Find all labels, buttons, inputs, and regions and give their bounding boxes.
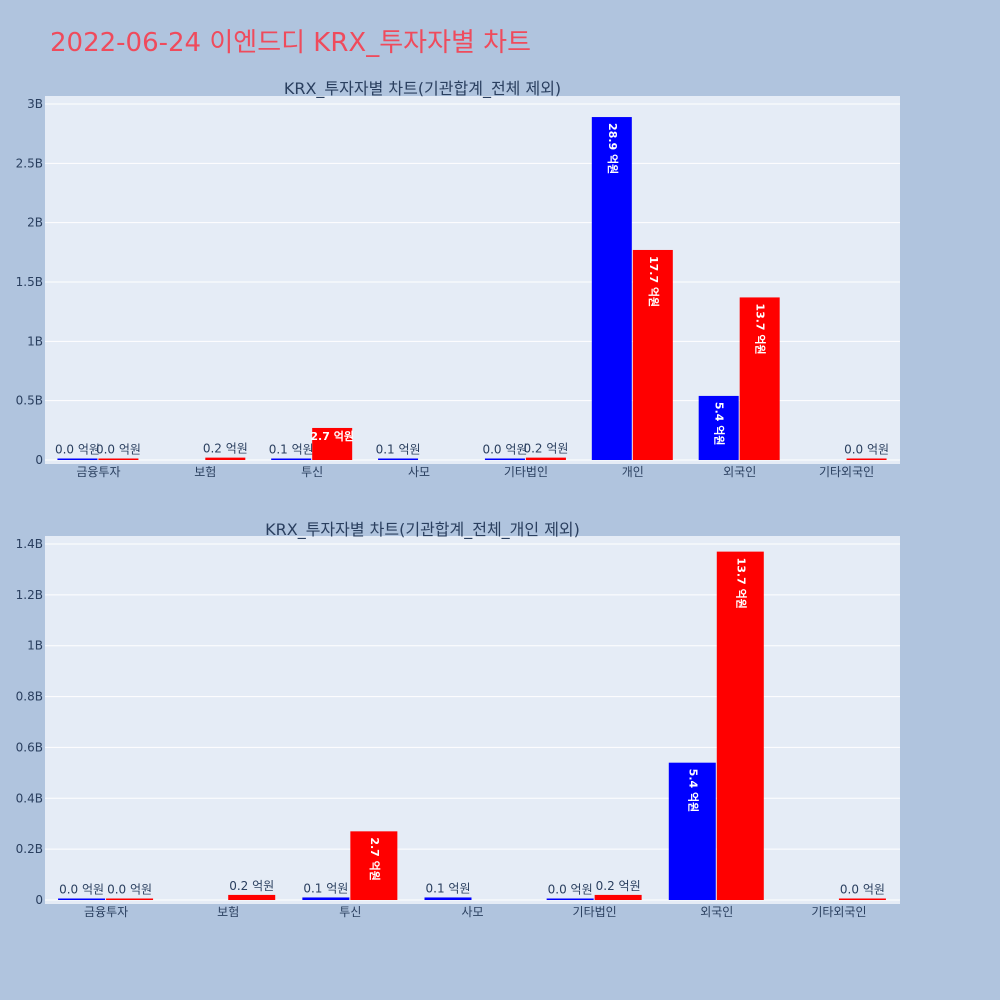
- y-tick-label: 1.5B: [16, 275, 43, 289]
- x-tick-label: 투신: [339, 905, 361, 919]
- data-label: 0.0 억원: [107, 883, 152, 897]
- chart-top: 0 0.5B 1B 1.5B 2B 2.5B 3B KRX_투자자별 차트(기관합계_전체 제…: [16, 79, 900, 479]
- bar-buy: [424, 897, 472, 900]
- x-tick-label: 보험: [217, 905, 239, 919]
- bar-sell: [228, 894, 276, 900]
- bar-sell: [632, 249, 673, 460]
- data-label: 13.7 억원: [734, 558, 748, 609]
- data-label: 0.2 억원: [203, 442, 248, 456]
- y-tick-label: 0.2B: [16, 842, 43, 856]
- y-tick-label: 1.2B: [16, 588, 43, 602]
- y-tick-label: 0: [35, 893, 43, 907]
- x-tick-label: 기타외국인: [819, 465, 874, 479]
- y-tick-label: 0: [35, 453, 43, 467]
- bar-buy: [271, 458, 312, 460]
- data-label: 0.0 억원: [840, 883, 885, 897]
- data-label: 0.0 억원: [482, 443, 527, 457]
- x-tick-label: 외국인: [700, 905, 733, 919]
- y-tick-label: 1B: [27, 639, 43, 653]
- data-label: 5.4 억원: [713, 402, 727, 446]
- bar-sell: [106, 898, 154, 900]
- data-label: 0.2 억원: [596, 879, 641, 893]
- data-label: 0.2 억원: [523, 442, 568, 456]
- data-label: 0.1 억원: [269, 443, 314, 457]
- data-label: 13.7 억원: [754, 303, 768, 354]
- bar-buy: [57, 458, 98, 460]
- bar-sell: [525, 457, 566, 460]
- y-tick-label: 2B: [27, 216, 43, 230]
- x-tick-label: 사모: [461, 905, 483, 919]
- y-tick-label: 0.8B: [16, 690, 43, 704]
- bar-buy: [591, 117, 632, 460]
- data-label: 0.0 억원: [55, 443, 100, 457]
- chart-title: KRX_투자자별 차트(기관합계_전체 제외): [284, 79, 561, 99]
- data-label: 28.9 억원: [606, 123, 620, 174]
- x-tick-label: 금융투자: [76, 465, 120, 479]
- bar-buy: [698, 395, 739, 460]
- data-label: 0.1 억원: [303, 881, 348, 895]
- bar-sell: [205, 457, 246, 460]
- x-tick-label: 외국인: [723, 465, 756, 479]
- y-tick-label: 0.5B: [16, 394, 43, 408]
- bar-buy: [378, 458, 419, 460]
- y-tick-label: 1B: [27, 334, 43, 348]
- page-title: 2022-06-24 이엔드디 KRX_투자자별 차트: [50, 28, 532, 58]
- data-label: 0.0 억원: [844, 443, 889, 457]
- x-tick-label: 기타법인: [573, 905, 617, 919]
- bar-buy: [58, 898, 106, 900]
- data-label: 2.7 억원: [310, 429, 354, 443]
- bar-buy: [302, 897, 350, 900]
- y-tick-label: 1.4B: [16, 537, 43, 551]
- data-label: 5.4 억원: [686, 769, 700, 813]
- data-label: 0.2 억원: [229, 879, 274, 893]
- y-tick-label: 0.4B: [16, 791, 43, 805]
- data-label: 17.7 억원: [647, 256, 661, 307]
- bar-sell: [312, 427, 353, 460]
- x-tick-label: 기타법인: [504, 465, 548, 479]
- bar-sell: [739, 297, 780, 460]
- y-tick-label: 3B: [27, 97, 43, 111]
- data-label: 0.1 억원: [426, 881, 471, 895]
- data-label: 0.0 억원: [96, 443, 141, 457]
- data-label: 0.1 억원: [376, 443, 421, 457]
- bar-sell: [838, 898, 886, 900]
- chart-title: KRX_투자자별 차트(기관합계_전체_개인 제외): [265, 520, 580, 540]
- bar-sell: [350, 831, 398, 900]
- y-tick-label: 2.5B: [16, 156, 43, 170]
- bar-sell: [98, 458, 139, 460]
- x-tick-label: 투신: [301, 465, 323, 479]
- bar-buy: [668, 762, 716, 900]
- x-tick-label: 기타외국인: [811, 905, 866, 919]
- x-tick-label: 개인: [622, 465, 644, 479]
- x-tick-label: 금융투자: [84, 905, 128, 919]
- data-label: 0.0 억원: [548, 883, 593, 897]
- data-label: 0.0 억원: [59, 883, 104, 897]
- x-tick-label: 보험: [194, 465, 216, 479]
- bar-sell: [594, 894, 642, 900]
- data-label: 2.7 억원: [368, 837, 382, 881]
- bar-sell: [846, 458, 887, 460]
- y-tick-label: 0.6B: [16, 740, 43, 754]
- bar-buy: [484, 458, 525, 460]
- x-tick-label: 사모: [408, 465, 430, 479]
- bar-sell: [716, 551, 764, 900]
- bar-buy: [546, 898, 594, 900]
